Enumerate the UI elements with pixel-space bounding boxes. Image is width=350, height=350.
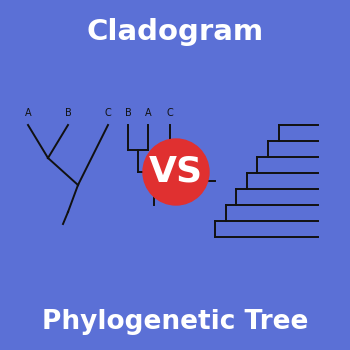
Text: B: B (125, 108, 131, 118)
Text: C: C (167, 108, 173, 118)
Text: C: C (105, 108, 111, 118)
Polygon shape (0, 37, 350, 318)
Text: Cladogram: Cladogram (86, 18, 264, 46)
Polygon shape (0, 37, 350, 350)
Text: Phylogenetic Tree: Phylogenetic Tree (42, 309, 308, 335)
Text: A: A (25, 108, 31, 118)
Polygon shape (0, 0, 350, 318)
Circle shape (143, 139, 209, 205)
Text: VS: VS (149, 154, 203, 188)
Text: B: B (65, 108, 71, 118)
Text: A: A (145, 108, 151, 118)
